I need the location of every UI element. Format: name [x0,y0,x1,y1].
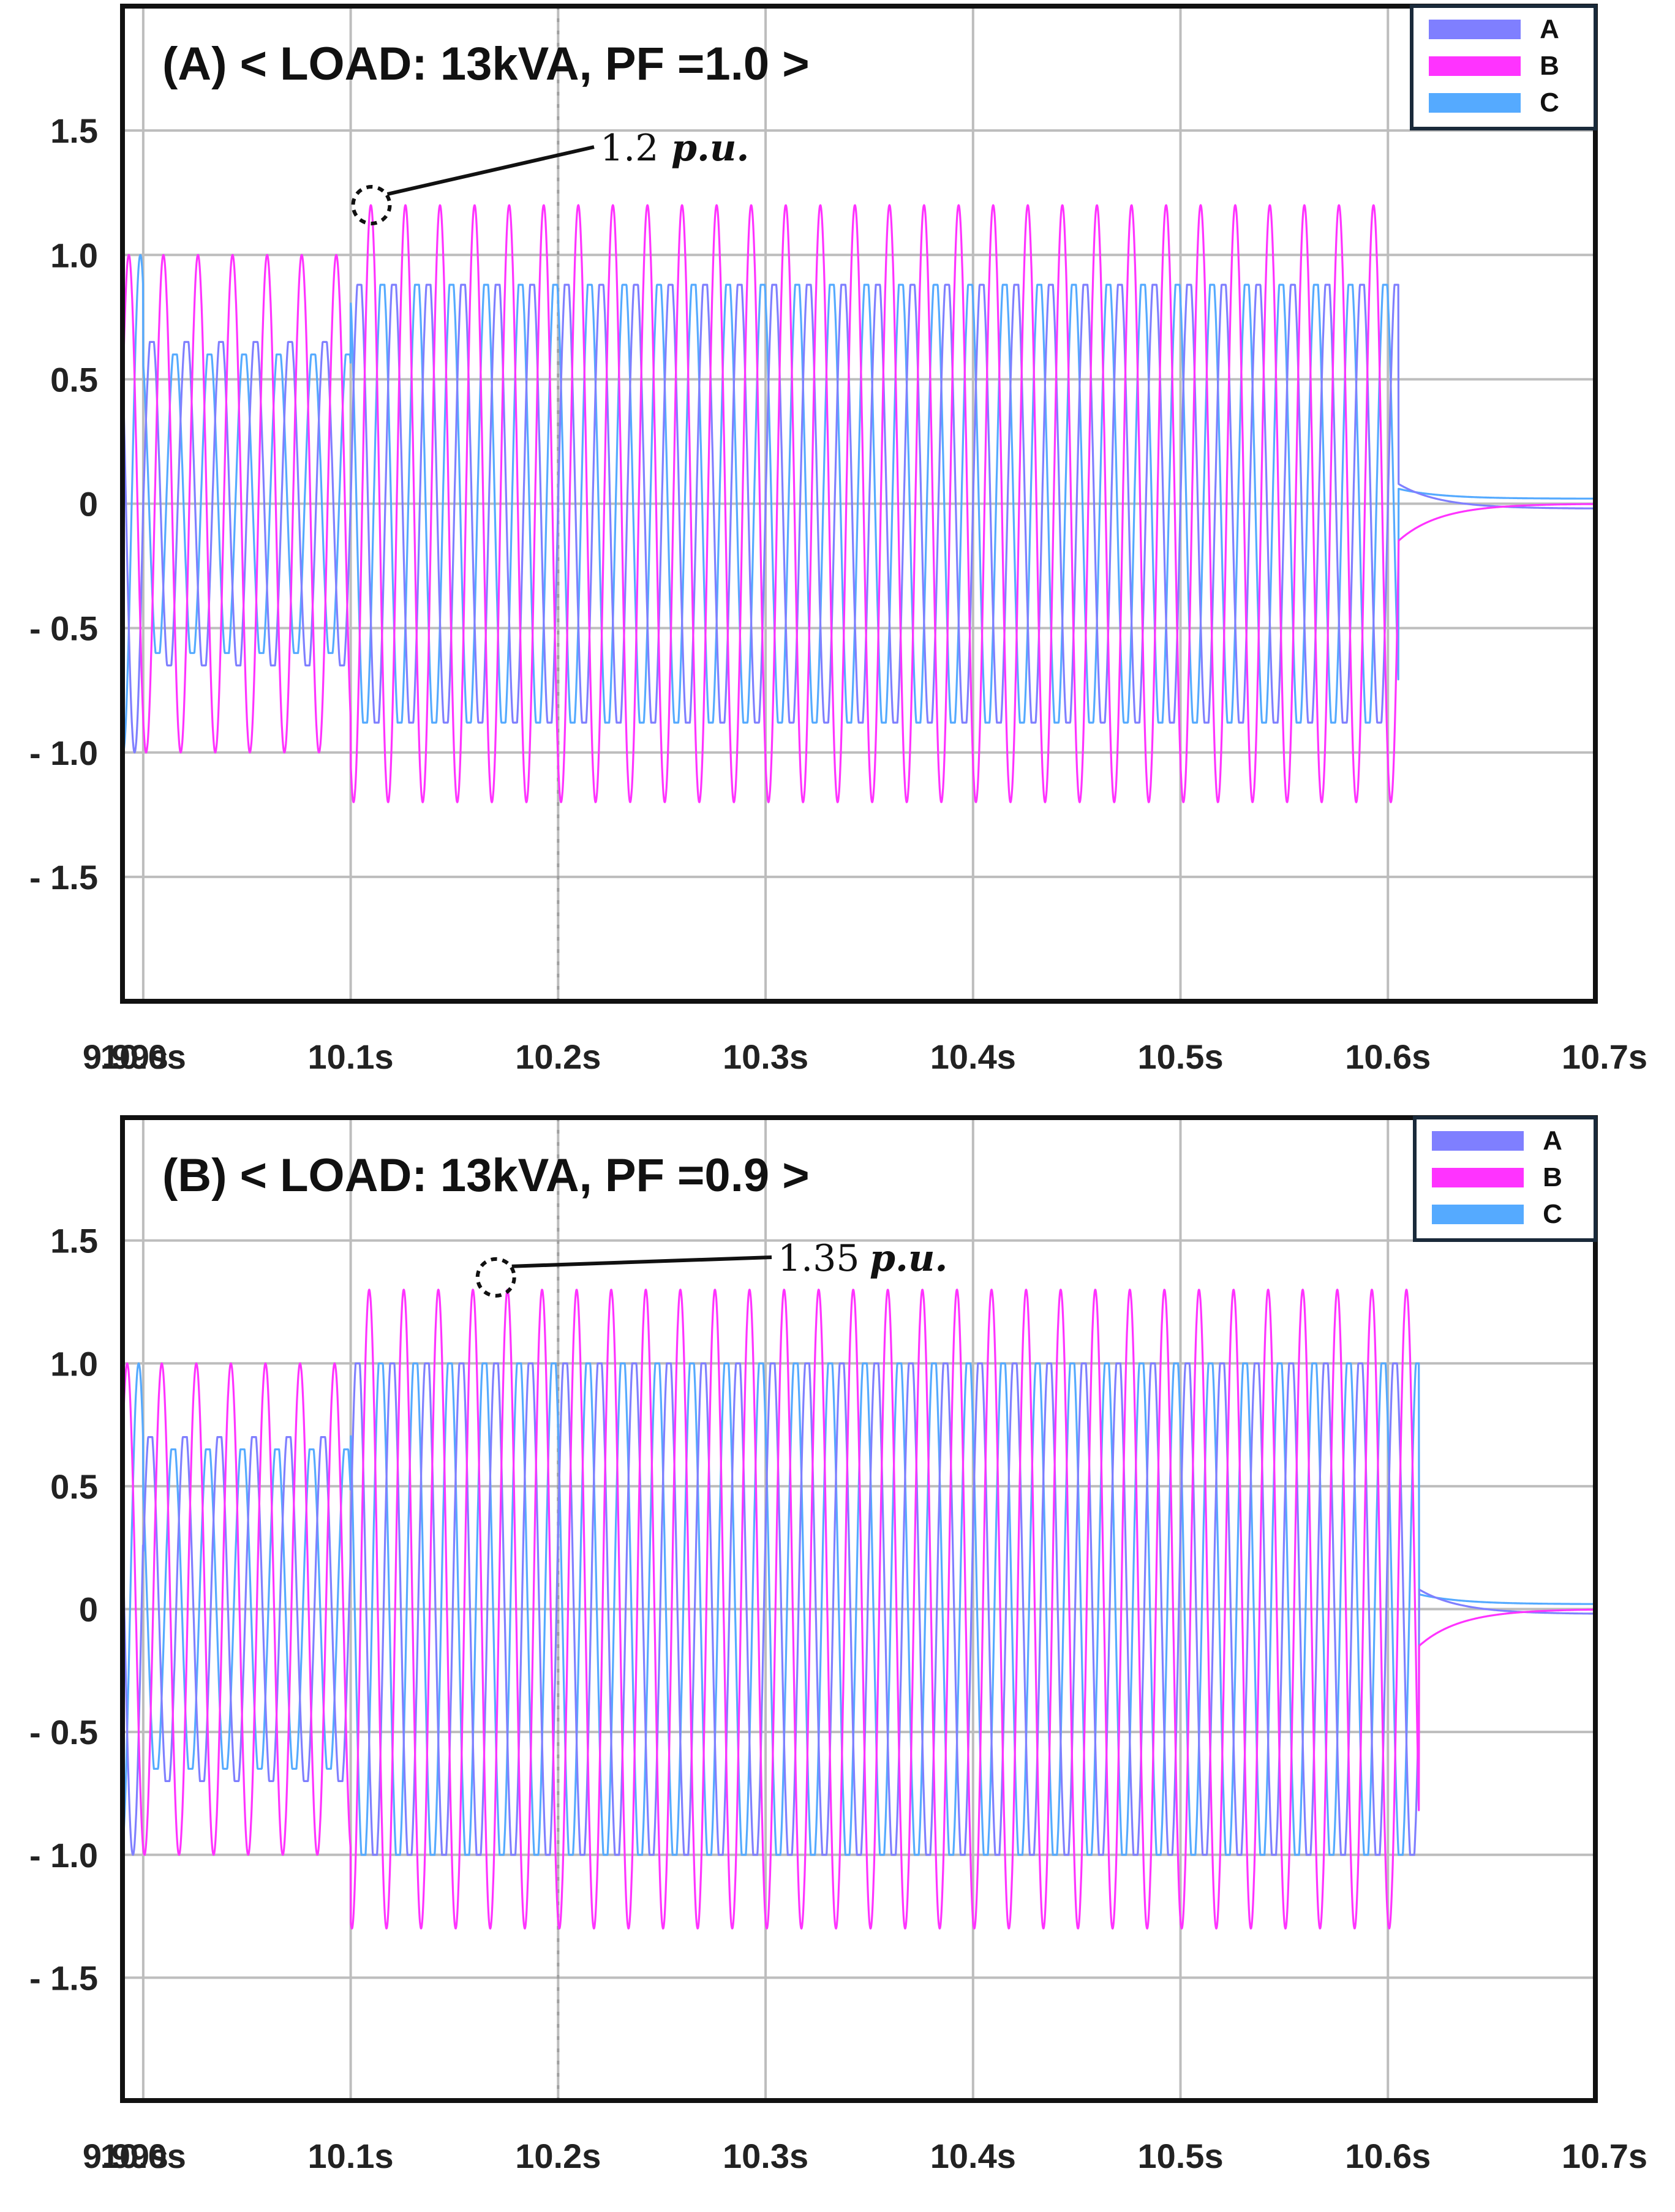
peak-marker-circle [351,185,392,225]
y-tick-label: - 1.5 [29,1958,98,1997]
annotation-leader-line [386,145,595,196]
x-tick-label: 10.6s [1345,2137,1431,2175]
chart-title: (B) < LOAD: 13kVA, PF =0.9 > [162,1149,810,1202]
y-tick-label: - 0.5 [29,1713,98,1751]
legend-label-c: C [1543,1199,1562,1229]
x-tick-label: 10.0s [100,2137,186,2175]
y-tick-labels: 1.5 1.0 0.5 0 - 0.5 - 1.0 - 1.5 [29,1222,98,1998]
y-tick-label: 0.5 [50,1467,98,1506]
legend-label-b: B [1543,1162,1562,1192]
x-tick-label: 10.3s [723,2137,808,2175]
annotation-value: 1.2 [600,127,658,170]
y-tick-label: 1.5 [50,1222,98,1260]
waveforms [121,204,1596,803]
legend-swatch-c [1429,93,1521,113]
y-tick-label: 0 [79,485,98,524]
peak-annotation: 1.2 p.u. [351,127,749,225]
legend-swatch-a [1432,1131,1524,1151]
legend-label-b: B [1540,51,1559,81]
plot-border [120,4,1598,1004]
annotation-leader-line [511,1255,772,1268]
waveforms [121,1288,1596,1930]
x-tick-label: 10.6s [1345,1037,1431,1076]
y-tick-label: 0.5 [50,360,98,399]
peak-marker-circle [475,1257,516,1298]
legend-label-a: A [1543,1126,1562,1156]
legend: ABC [1410,4,1597,130]
x-tick-label: 10.7s [1562,1037,1647,1076]
series-line-b [121,1288,1596,1930]
annotation-value: 1.35 [778,1237,860,1280]
series-line-b [121,204,1596,803]
x-tick-label: 10.1s [308,1037,394,1076]
y-tick-label: - 1.0 [29,734,98,772]
plot-border [120,1115,1598,2103]
y-tick-label: 1.0 [50,1344,98,1383]
x-tick-label: 10.5s [1137,1037,1223,1076]
x-tick-label: 10.7s [1562,2137,1647,2175]
x-tick-label: 10.4s [930,2137,1016,2175]
legend-swatch-b [1429,56,1521,76]
x-tick-label: 9.99s [83,1037,168,1076]
x-tick-label: 10.4s [930,1037,1016,1076]
legend: ABC [1413,1116,1597,1242]
x-tick-label: 10.1s [308,2137,394,2175]
x-tick-label: 10.0s [100,1037,186,1076]
x-tick-label: 10.2s [515,1037,601,1076]
legend-label-c: C [1540,88,1559,118]
y-tick-labels: 1.5 1.0 0.5 0 - 0.5 - 1.0 - 1.5 [29,111,98,897]
y-tick-label: 0 [79,1590,98,1629]
legend-swatch-b [1432,1168,1524,1187]
annotation-unit: p.u. [870,1237,947,1280]
y-tick-label: - 0.5 [29,609,98,648]
legend-swatch-c [1432,1205,1524,1224]
x-tick-label: 9.99s [83,2137,168,2175]
series-line-a [121,1362,1596,1856]
x-tick-label: 10.3s [723,1037,808,1076]
x-tick-label: 10.2s [515,2137,601,2175]
y-tick-label: - 1.5 [29,858,98,897]
annotation-unit: p.u. [671,127,749,170]
y-tick-label: 1.5 [50,111,98,150]
legend-swatch-a [1429,20,1521,39]
series-line-c [121,254,1596,754]
y-tick-label: 1.0 [50,236,98,274]
y-tick-label: - 1.0 [29,1836,98,1875]
legend-label-a: A [1540,14,1559,44]
chart-title: (A) < LOAD: 13kVA, PF =1.0 > [162,38,810,90]
x-tick-label: 10.5s [1137,2137,1223,2175]
peak-annotation: 1.35 p.u. [475,1237,947,1298]
